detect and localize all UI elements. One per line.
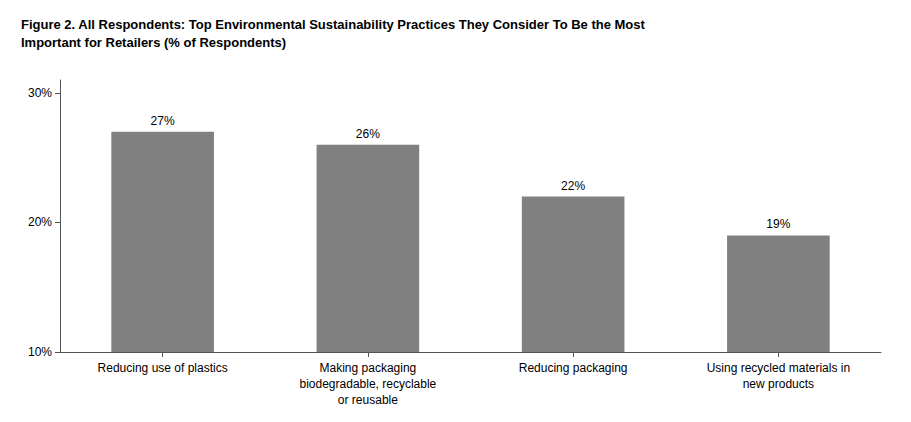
- svg-text:Reducing packaging: Reducing packaging: [519, 361, 628, 375]
- svg-text:Making packaging: Making packaging: [320, 361, 417, 375]
- svg-text:10%: 10%: [28, 345, 52, 359]
- svg-text:biodegradable, recyclable: biodegradable, recyclable: [299, 377, 436, 391]
- svg-text:27%: 27%: [151, 114, 175, 128]
- svg-text:30%: 30%: [28, 86, 52, 100]
- svg-text:22%: 22%: [561, 179, 585, 193]
- svg-text:new products: new products: [743, 377, 814, 391]
- svg-text:26%: 26%: [356, 127, 380, 141]
- svg-text:or reusable: or reusable: [338, 393, 398, 407]
- svg-text:19%: 19%: [766, 217, 790, 231]
- svg-text:Using recycled materials in: Using recycled materials in: [707, 361, 850, 375]
- svg-text:Reducing use of plastics: Reducing use of plastics: [98, 361, 228, 375]
- svg-text:20%: 20%: [28, 215, 52, 229]
- svg-text:Figure 2. All Respondents: Top: Figure 2. All Respondents: Top Environme…: [21, 17, 646, 32]
- svg-text:Important for Retailers (% of: Important for Retailers (% of Respondent…: [21, 35, 286, 50]
